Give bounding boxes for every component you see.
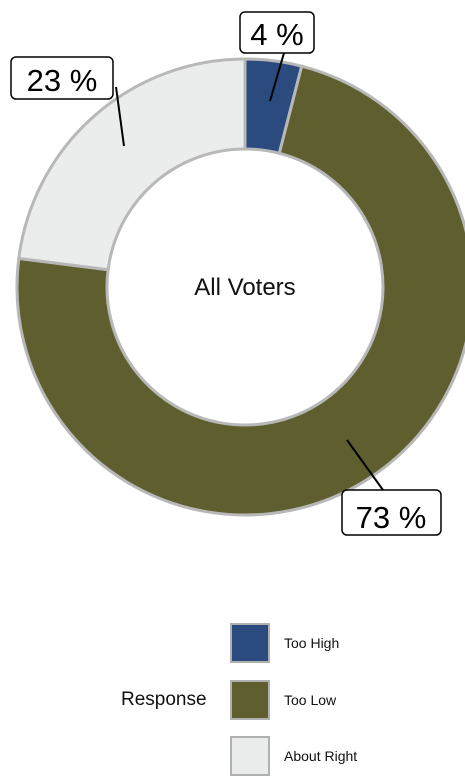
data-label-box-too-high [239, 11, 315, 54]
leader-line-too-low [346, 439, 384, 491]
data-label-box-about-right [10, 56, 114, 100]
legend-item-too-high: Too High [230, 623, 339, 663]
legend-item-too-low: Too Low [230, 680, 336, 720]
legend-title: Response [121, 689, 207, 710]
slice-too-low [15, 64, 465, 517]
center-label: All Voters [194, 274, 295, 301]
leader-line-about-right [115, 86, 125, 147]
data-label-box-too-low [341, 489, 442, 536]
legend-item-about-right: About Right [230, 736, 357, 776]
data-label-too-low: 73 % [356, 500, 427, 535]
slice-about-right [17, 57, 247, 272]
donut-slices [15, 57, 465, 517]
data-label-too-high: 4 % [250, 17, 303, 52]
label-leader-lines [115, 52, 384, 491]
legend-swatch-about-right [230, 736, 270, 776]
data-label-about-right: 23 % [27, 63, 98, 98]
data-labels: 4 % 73 % 23 % [10, 11, 442, 536]
legend-swatch-too-high [230, 623, 270, 663]
leader-line-too-high [269, 52, 285, 102]
legend-label-about-right: About Right [284, 748, 358, 764]
legend-label-too-high: Too High [284, 635, 340, 651]
legend-label-too-low: Too Low [284, 692, 337, 708]
legend-swatch-too-low [230, 680, 270, 720]
